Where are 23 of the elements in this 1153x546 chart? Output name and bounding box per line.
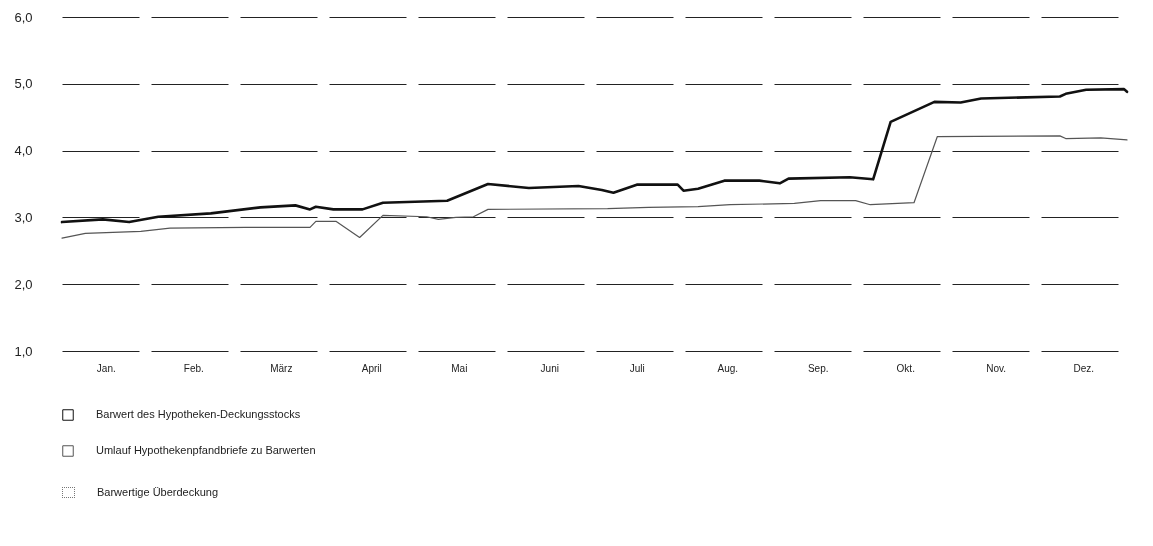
- y-tick-label: 1,0: [14, 343, 33, 359]
- legend-label: Barwert des Hypotheken-Deckungsstocks: [96, 408, 301, 420]
- x-tick-label: Okt.: [896, 362, 915, 374]
- line-series: [61, 135, 1128, 239]
- x-tick-label: Jan.: [96, 362, 116, 374]
- x-tick-label: Juni: [540, 362, 559, 374]
- x-tick-label: Mai: [451, 362, 468, 374]
- x-tick-label: Feb.: [183, 362, 204, 374]
- y-tick-label: 2,0: [14, 276, 33, 292]
- x-tick-label: April: [361, 362, 382, 374]
- x-tick-label: Dez.: [1073, 362, 1095, 374]
- x-tick-label: Aug.: [717, 362, 739, 374]
- x-tick-label: Juli: [629, 362, 645, 374]
- text: Barwertige Überdeckung: [97, 486, 219, 498]
- line-series: [60, 87, 1129, 224]
- y-tick-label: 3,0: [14, 209, 33, 225]
- y-tick-label: 4,0: [14, 143, 33, 159]
- x-tick-label: Nov.: [986, 362, 1007, 374]
- y-tick-label: 5,0: [14, 76, 33, 92]
- y-tick-label: 6,0: [14, 9, 33, 25]
- x-tick-label: Sep.: [807, 362, 829, 374]
- legend-label: Umlauf Hypothekenpfandbriefe zu Barwerten: [96, 444, 316, 456]
- x-tick-label: März: [270, 362, 293, 374]
